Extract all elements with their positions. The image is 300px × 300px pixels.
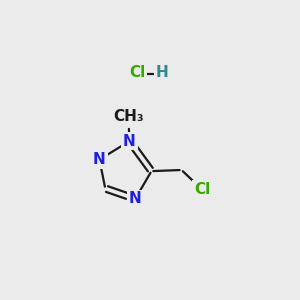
Text: N: N [129,191,142,206]
Text: Cl: Cl [130,65,146,80]
Text: N: N [123,134,136,148]
Text: CH₃: CH₃ [113,109,144,124]
Text: H: H [155,65,168,80]
Text: N: N [93,152,106,167]
Text: Cl: Cl [194,182,210,197]
